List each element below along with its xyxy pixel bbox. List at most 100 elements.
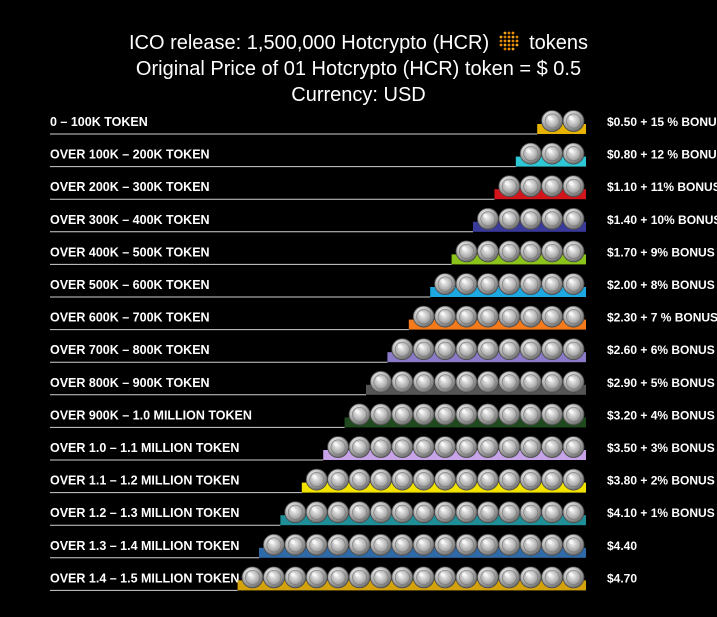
coin-icon: [476, 240, 499, 263]
coin-icon: [541, 110, 563, 132]
coin-icon: [519, 501, 542, 524]
price-bar: [408, 319, 586, 330]
coin-icon: [541, 207, 563, 230]
coin-icon: [476, 207, 499, 230]
coin-icon: [327, 533, 350, 556]
coin-icon: [434, 436, 457, 458]
price-label: $4.40: [607, 539, 637, 553]
coin-icon: [562, 273, 585, 295]
chart-row: OVER 300K – 400K TOKEN $1.40 + 10% BONUS: [50, 207, 717, 233]
price-label: $3.20 + 4% BONUS: [607, 408, 715, 422]
header-price-line: Original Price of 01 Hotcrypto (HCR) tok…: [135, 58, 582, 80]
coin-icon: [498, 240, 521, 263]
price-bar: [323, 450, 586, 460]
coin-icon: [369, 468, 392, 491]
category-label: OVER 1.2 – 1.3 MILLION TOKEN: [50, 506, 239, 520]
coin-icon: [305, 468, 328, 491]
category-label: OVER 1.1 – 1.2 MILLION TOKEN: [50, 474, 239, 488]
category-label: OVER 800K – 900K TOKEN: [50, 376, 210, 390]
coin-icon: [498, 468, 521, 491]
chart-rows: 0 – 100K TOKEN $0.50 + 15 % BONUS OVER 100…: [50, 110, 717, 591]
category-label: OVER 1.0 – 1.1 MILLION TOKEN: [50, 441, 239, 455]
coin-icon: [412, 305, 435, 328]
coin-icon: [519, 175, 542, 198]
coin-icon: [562, 110, 585, 132]
coin-icon: [391, 501, 414, 524]
coin-icon: [455, 501, 478, 524]
category-label: OVER 100K – 200K TOKEN: [50, 148, 210, 162]
chart-row: 0 – 100K TOKEN $0.50 + 15 % BONUS: [50, 110, 717, 135]
category-label: OVER 900K – 1.0 MILLION TOKEN: [50, 408, 252, 422]
chart-row: OVER 700K – 800K TOKEN $2.60 + 6% BONUS: [50, 338, 715, 363]
coin-icon: [541, 240, 563, 263]
coin-icon: [348, 501, 371, 524]
coin-icon: [519, 370, 542, 393]
coin-icon: [369, 501, 392, 524]
header-title: ICO release: 1,500,000 Hotcrypto (HCR): [128, 32, 490, 54]
coin-icon: [541, 501, 563, 524]
coin-icon: [519, 436, 542, 458]
coin-icon: [562, 240, 585, 263]
coin-icon: [541, 305, 563, 328]
coin-icon: [476, 566, 499, 589]
chart-row: OVER 400K – 500K TOKEN $1.70 + 9% BONUS: [50, 240, 715, 265]
coin-icon: [519, 566, 542, 589]
coin-icon: [562, 207, 585, 230]
chart-row: OVER 100K – 200K TOKEN $0.80 + 12 % BONUS: [50, 142, 717, 168]
coin-icon: [541, 142, 563, 165]
coin-icon: [498, 370, 521, 393]
coin-icon: [519, 273, 542, 295]
category-label: OVER 1.4 – 1.5 MILLION TOKEN: [50, 571, 239, 585]
coin-icon: [455, 403, 478, 426]
coin-icon: [369, 370, 392, 393]
coin-icon: [455, 533, 478, 556]
coin-icon: [455, 240, 478, 263]
coin-icon: [369, 566, 392, 589]
coin-icon: [562, 468, 585, 491]
coin-icon: [391, 566, 414, 589]
coin-icon: [369, 403, 392, 426]
price-bar: [237, 580, 586, 591]
coin-icon: [498, 533, 521, 556]
coin-icon: [284, 533, 307, 556]
chart-header: ICO release: 1,500,000 Hotcrypto (HCR) to…: [0, 30, 717, 108]
coin-icon: [412, 566, 435, 589]
coin-icon: [562, 533, 585, 556]
coin-icon: [434, 305, 457, 328]
coin-icon: [476, 468, 499, 491]
price-label: $4.10 + 1% BONUS: [607, 506, 715, 520]
coin-icon: [369, 533, 392, 556]
coin-icon: [348, 533, 371, 556]
coin-icon: [562, 142, 585, 165]
coin-icon: [541, 533, 563, 556]
coin-icon: [562, 403, 585, 426]
coin-icon: [498, 207, 521, 230]
coin-icon: [519, 403, 542, 426]
coin-icon: [541, 566, 563, 589]
coin-icon: [476, 273, 499, 295]
coin-icon: [562, 566, 585, 589]
coin-icon: [348, 436, 371, 458]
category-label: OVER 600K – 700K TOKEN: [50, 311, 210, 325]
coin-icon: [241, 566, 264, 589]
coin-icon: [284, 566, 307, 589]
coin-icon: [348, 566, 371, 589]
coin-icon: [391, 403, 414, 426]
coin-icon: [391, 533, 414, 556]
coin-icon: [562, 175, 585, 198]
coin-icon: [498, 175, 521, 198]
chart-row: OVER 800K – 900K TOKEN $2.90 + 5% BONUS: [50, 370, 715, 396]
coin-icon: [434, 338, 457, 361]
category-label: OVER 400K – 500K TOKEN: [50, 245, 210, 259]
coin-icon: [562, 370, 585, 393]
chart-row: OVER 1.4 – 1.5 MILLION TOKEN $4.70: [50, 566, 637, 591]
coin-icon: [476, 305, 499, 328]
coin-icon: [412, 468, 435, 491]
coin-icon: [262, 533, 285, 556]
coin-icon: [541, 338, 563, 361]
coin-icon: [476, 370, 499, 393]
price-label: $3.80 + 2% BONUS: [607, 474, 715, 488]
price-label: $1.40 + 10% BONUS: [607, 213, 717, 227]
price-label: $2.30 + 7 % BONUS: [607, 311, 717, 325]
coin-icon: [434, 501, 457, 524]
